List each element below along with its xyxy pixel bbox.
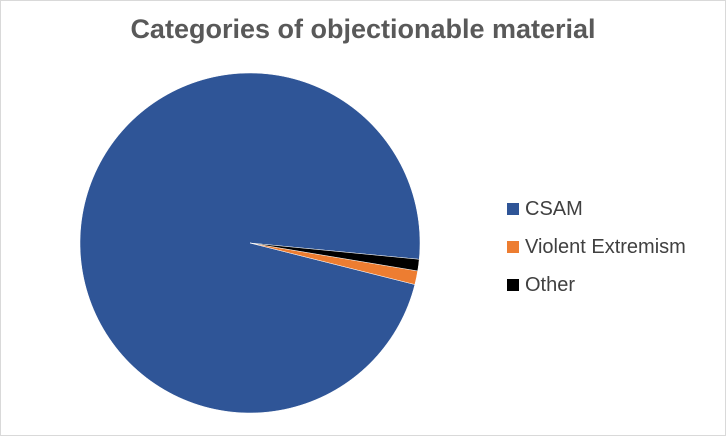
legend-item-csam: CSAM (507, 190, 686, 228)
legend-label-csam: CSAM (525, 197, 583, 220)
legend-item-violent-extremism: Violent Extremism (507, 228, 686, 266)
legend: CSAM Violent Extremism Other (507, 190, 686, 304)
legend-item-other: Other (507, 266, 686, 304)
chart-title: Categories of objectionable material (130, 14, 596, 44)
legend-swatch-csam (507, 203, 519, 215)
legend-swatch-violent-extremism (507, 241, 519, 253)
legend-label-violent-extremism: Violent Extremism (525, 235, 686, 258)
legend-swatch-other (507, 279, 519, 291)
legend-label-other: Other (525, 273, 576, 296)
pie-slice-csam (79, 72, 421, 414)
pie-slice-other (249, 242, 420, 272)
